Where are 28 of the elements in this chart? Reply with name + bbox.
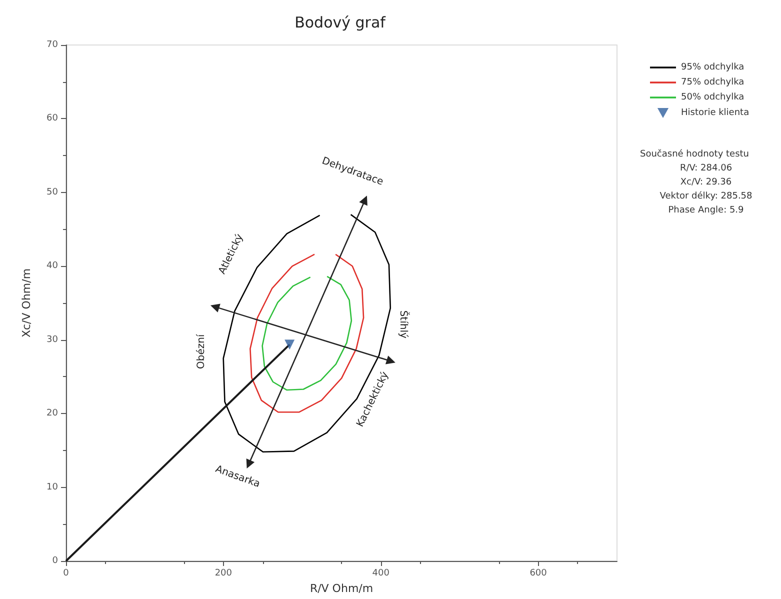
text: Xc/V: 29.36 <box>680 178 732 188</box>
text: R/V: 284.06 <box>680 164 732 174</box>
chart-title: Bodový graf <box>294 14 386 32</box>
y-axis-title: Xc/V Ohm/m <box>20 268 33 338</box>
y-tick-label: 10 <box>46 482 58 492</box>
legend-label: 75% odchylka <box>681 78 744 88</box>
y-tick-label: 30 <box>46 334 58 345</box>
x-tick-label: 600 <box>530 568 548 578</box>
x-axis-title: R/V Ohm/m <box>310 582 374 595</box>
annotation: Štíhlý <box>397 310 410 338</box>
x-tick-label: 0 <box>63 568 70 578</box>
legend-label: 50% odchylka <box>681 92 744 102</box>
legend-label: 95% odchylka <box>681 62 744 72</box>
annotation: Obézní <box>196 333 207 370</box>
point <box>284 340 295 350</box>
y-tick-label: 40 <box>46 261 58 272</box>
x-tick-label: 400 <box>372 568 390 578</box>
text: Phase Angle: 5.9 <box>668 206 744 216</box>
y-tick-label: 70 <box>46 40 58 50</box>
text: Současné hodnoty testu <box>640 148 750 160</box>
x-tick-label: 200 <box>214 568 232 578</box>
y-tick-label: 0 <box>52 556 58 566</box>
legend-label: Historie klienta <box>681 108 750 118</box>
line-series <box>262 276 352 391</box>
y-tick-label: 60 <box>46 114 58 124</box>
y-tick-label: 20 <box>46 408 58 419</box>
text: Vektor délky: 285.58 <box>660 190 753 202</box>
y-tick-label: 50 <box>46 187 58 198</box>
